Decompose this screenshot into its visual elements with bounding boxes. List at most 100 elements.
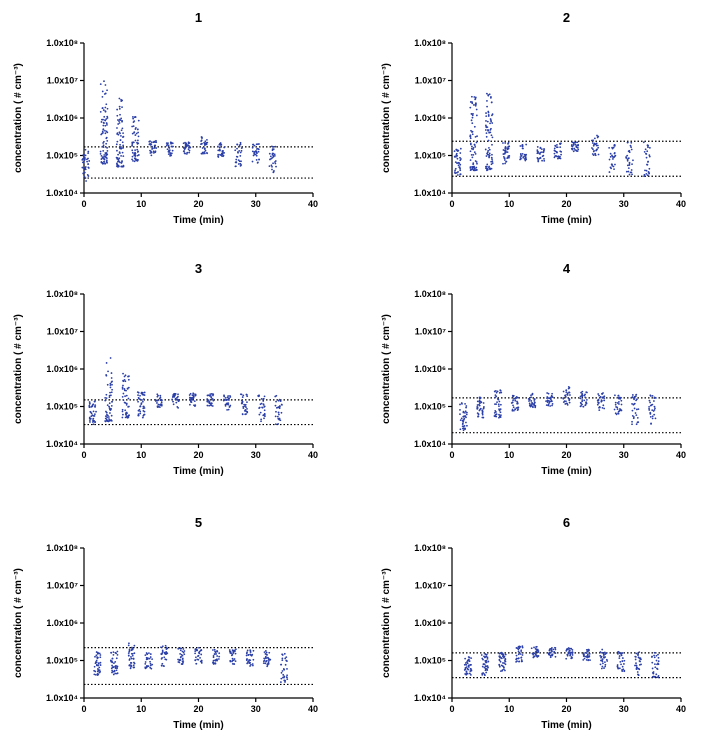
data-point bbox=[206, 398, 209, 400]
data-point bbox=[131, 132, 134, 135]
data-point bbox=[92, 423, 95, 426]
data-point bbox=[490, 119, 492, 122]
data-point bbox=[268, 659, 271, 661]
data-point bbox=[473, 166, 475, 169]
data-point bbox=[601, 396, 604, 399]
data-point bbox=[214, 662, 217, 665]
data-point bbox=[120, 134, 122, 137]
data-point bbox=[629, 144, 632, 147]
data-point bbox=[118, 107, 121, 110]
data-point bbox=[465, 405, 468, 407]
data-point bbox=[103, 80, 105, 83]
data-point bbox=[517, 657, 520, 660]
data-point bbox=[541, 151, 543, 154]
data-point bbox=[113, 670, 116, 673]
data-point bbox=[196, 658, 199, 661]
data-point bbox=[562, 390, 565, 393]
data-point bbox=[500, 414, 502, 417]
data-point bbox=[133, 154, 136, 157]
data-point bbox=[208, 404, 211, 407]
data-point bbox=[262, 400, 265, 402]
data-point bbox=[127, 397, 130, 400]
data-point bbox=[116, 127, 118, 129]
data-point bbox=[91, 405, 94, 408]
data-point bbox=[194, 659, 197, 661]
data-point bbox=[189, 392, 192, 395]
data-point bbox=[647, 171, 650, 174]
data-point bbox=[574, 141, 576, 144]
data-point bbox=[157, 394, 159, 397]
data-point bbox=[284, 657, 287, 660]
data-point bbox=[280, 677, 283, 680]
data-point bbox=[276, 415, 279, 418]
data-point bbox=[459, 169, 462, 172]
data-point bbox=[653, 656, 656, 659]
x-tick-label: 20 bbox=[561, 199, 571, 209]
data-point bbox=[481, 413, 484, 416]
data-point bbox=[598, 409, 601, 411]
y-tick-label: 1.0x10⁶ bbox=[46, 618, 78, 628]
data-point bbox=[535, 646, 537, 648]
data-point bbox=[249, 665, 251, 667]
data-point bbox=[490, 96, 492, 98]
data-point bbox=[173, 393, 176, 395]
data-point bbox=[275, 400, 277, 403]
data-point bbox=[565, 649, 568, 652]
data-point bbox=[128, 649, 131, 652]
data-point bbox=[210, 396, 213, 399]
data-point bbox=[485, 665, 487, 668]
data-point bbox=[572, 150, 575, 153]
data-point bbox=[279, 400, 282, 403]
data-point bbox=[132, 117, 135, 120]
data-point bbox=[463, 669, 466, 671]
data-point bbox=[106, 157, 108, 160]
data-point bbox=[547, 392, 550, 395]
data-point bbox=[481, 416, 484, 419]
data-point bbox=[166, 647, 169, 650]
data-point bbox=[128, 664, 131, 666]
data-point bbox=[122, 372, 124, 375]
data-point bbox=[232, 650, 234, 652]
data-point bbox=[199, 656, 201, 659]
data-point bbox=[286, 674, 288, 677]
data-point bbox=[180, 655, 182, 658]
data-point bbox=[225, 399, 227, 401]
data-point bbox=[180, 653, 183, 656]
y-tick-label: 1.0x10⁸ bbox=[414, 38, 446, 48]
data-point bbox=[191, 394, 194, 397]
data-point bbox=[238, 145, 241, 148]
data-point bbox=[469, 134, 472, 137]
data-point bbox=[238, 149, 241, 152]
data-point bbox=[651, 417, 654, 420]
data-point bbox=[491, 160, 494, 163]
data-point bbox=[498, 409, 501, 412]
data-point bbox=[144, 654, 147, 657]
data-point bbox=[559, 157, 562, 160]
data-point bbox=[628, 164, 631, 166]
data-point bbox=[105, 118, 108, 120]
data-point bbox=[536, 648, 539, 651]
data-point bbox=[119, 139, 122, 141]
data-point bbox=[649, 415, 652, 418]
data-point bbox=[617, 410, 620, 413]
data-point bbox=[281, 670, 284, 672]
data-point bbox=[110, 405, 113, 407]
data-point bbox=[112, 670, 114, 673]
data-point bbox=[194, 393, 197, 396]
data-point bbox=[469, 670, 472, 672]
data-point bbox=[565, 391, 568, 394]
data-point bbox=[462, 415, 465, 418]
data-point bbox=[635, 393, 638, 396]
data-point bbox=[596, 403, 599, 406]
data-point bbox=[566, 392, 569, 395]
data-point bbox=[105, 142, 108, 145]
data-point bbox=[127, 405, 130, 408]
data-point bbox=[459, 147, 462, 150]
data-point bbox=[229, 660, 232, 663]
data-point bbox=[627, 157, 630, 160]
data-point bbox=[116, 133, 119, 135]
data-point bbox=[533, 403, 536, 406]
